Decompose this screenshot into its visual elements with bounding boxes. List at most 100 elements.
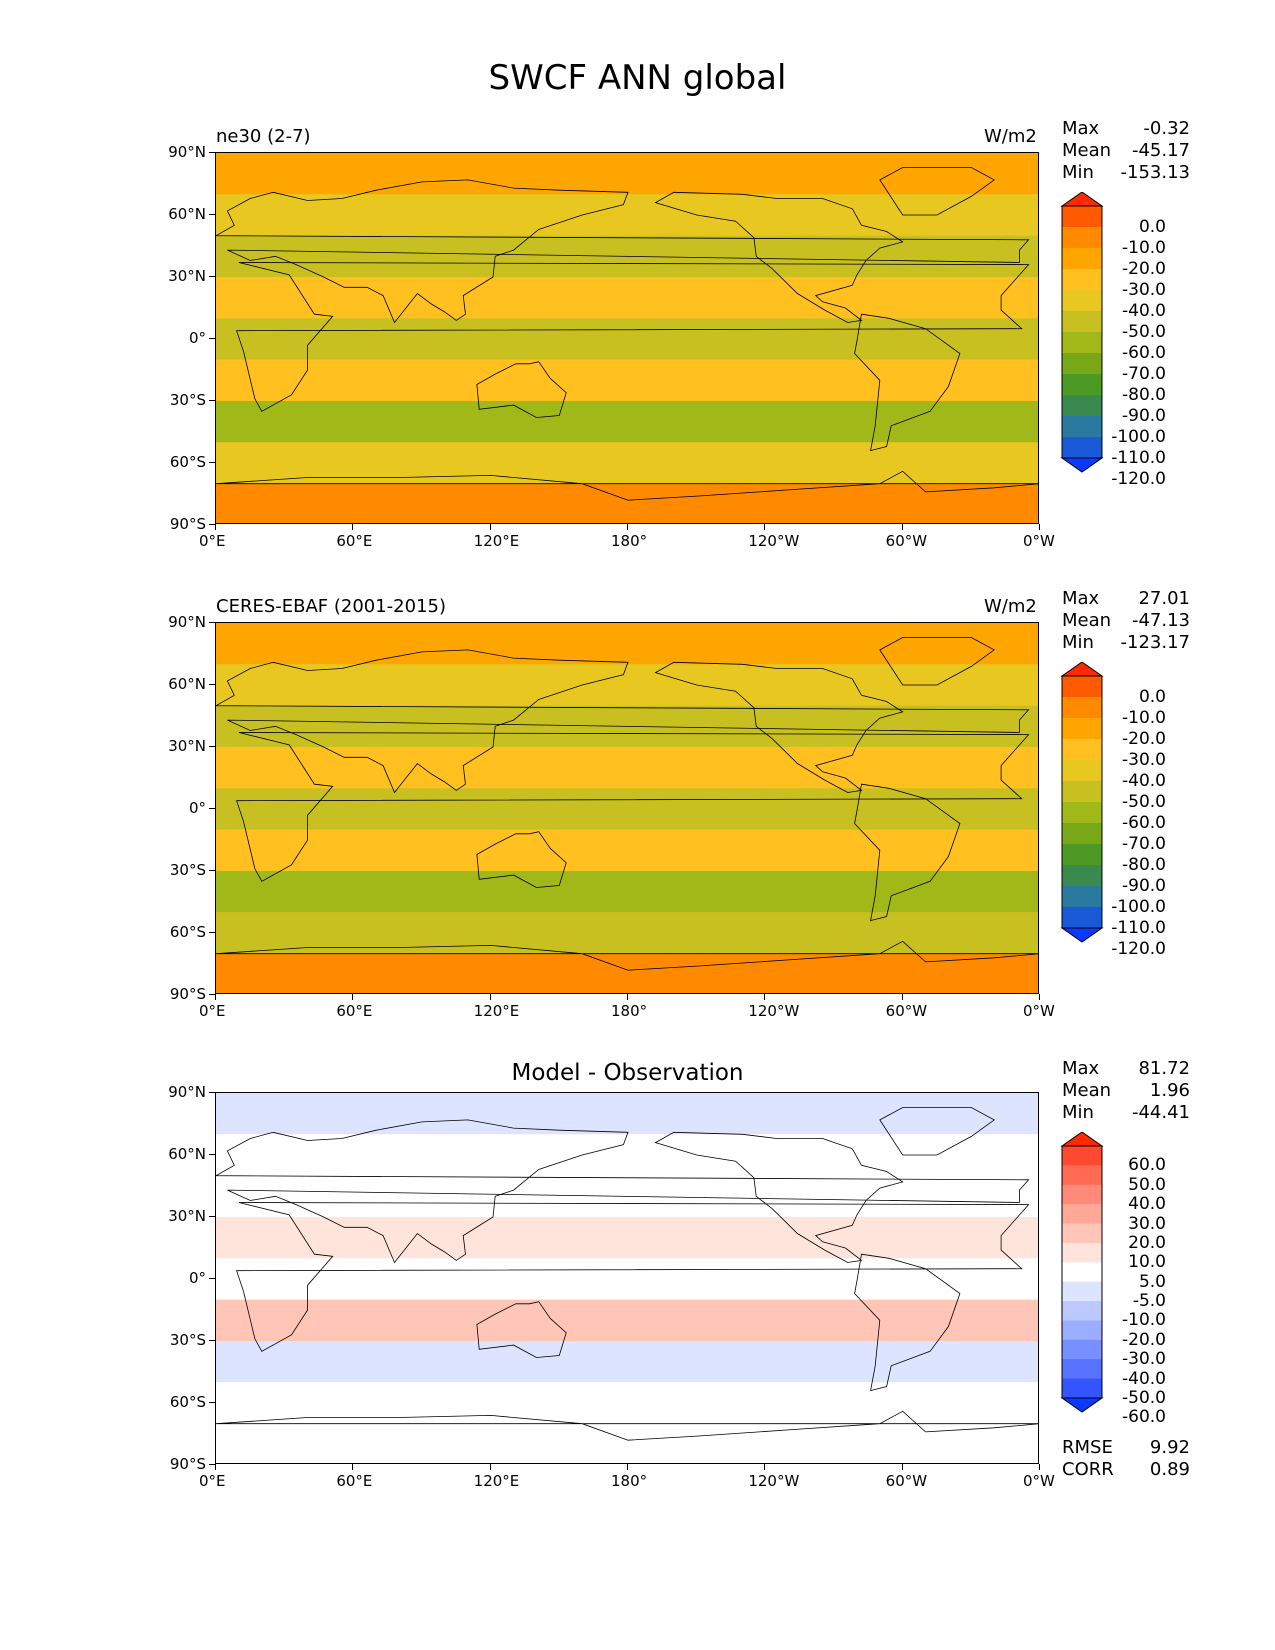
colorbar-tick-label: -50.0 (1122, 1388, 1166, 1408)
colorbar-segment (1062, 1165, 1102, 1186)
coastline-australia (476, 361, 567, 418)
zonal-band (216, 871, 1038, 913)
stat-mean-label: Mean (1062, 1080, 1112, 1101)
coastline-s-america (854, 313, 961, 452)
colorbar-segment (1062, 1320, 1102, 1341)
colorbar-tick-label: -30.0 (1122, 280, 1166, 300)
lon-tick-mark (352, 994, 354, 1000)
zonal-band (216, 359, 1038, 401)
colorbar-tick-label: -70.0 (1122, 364, 1166, 384)
colorbar-segment (1062, 416, 1102, 438)
zonal-band (216, 1299, 1038, 1341)
colorbar-tick-label: -70.0 (1122, 834, 1166, 854)
lon-tick-mark (901, 1464, 903, 1470)
coastline-eurasia (216, 649, 1030, 794)
colorbar-tick-label: -40.0 (1122, 1368, 1166, 1389)
lat-tick-label: 0° (188, 329, 206, 347)
lat-tick-mark (209, 400, 215, 401)
lon-tick-label: 0°W (1023, 1002, 1055, 1020)
map-frame (215, 152, 1039, 524)
lat-tick-mark (209, 622, 215, 623)
lon-tick-mark (1039, 994, 1040, 1000)
stat-min-label: Min (1062, 162, 1094, 183)
zonal-band (216, 1382, 1038, 1424)
colorbar-segment (1062, 227, 1102, 249)
lon-tick-mark (627, 524, 628, 530)
zonal-band (216, 912, 1038, 954)
colorbar-tick-label: 60.0 (1128, 1155, 1166, 1176)
lat-tick-mark (209, 1278, 215, 1279)
stat-max-label: Max (1062, 1058, 1100, 1079)
colorbar-tick-label: 10.0 (1128, 1252, 1166, 1273)
lon-tick-label: 120°W (748, 1002, 800, 1020)
lon-tick-label: 60°E (336, 1002, 373, 1020)
stat-min: -153.13 (1120, 162, 1190, 183)
colorbar-segment (1062, 1262, 1102, 1283)
colorbar-segment (1062, 823, 1102, 845)
lon-tick-mark (627, 994, 628, 1000)
lat-tick-mark (209, 746, 215, 747)
zonal-band (216, 953, 1038, 993)
lon-tick-label: 60°W (885, 1472, 928, 1490)
colorbar-segment (1062, 865, 1102, 887)
stat-mean: -47.13 (1131, 610, 1190, 631)
lon-tick-mark (489, 1464, 491, 1470)
colorbar-segment (1062, 760, 1102, 782)
rmse-value: 9.92 (1149, 1437, 1190, 1458)
coastline-n-america (654, 1131, 904, 1263)
zonal-band (216, 788, 1038, 830)
coastline-antarctica (216, 1410, 1038, 1441)
lat-tick-mark (209, 1092, 215, 1093)
lat-tick-mark (209, 870, 215, 871)
panel-left-title: ne30 (2-7) (216, 126, 311, 147)
lon-tick-mark (627, 1464, 628, 1470)
lat-tick-mark (209, 276, 215, 277)
lon-tick-label: 60°E (336, 1472, 373, 1490)
colorbar-tick-label: -30.0 (1122, 750, 1166, 770)
lon-tick-label: 0°E (199, 532, 226, 550)
colorbar-segment (1062, 886, 1102, 908)
lat-tick-mark (209, 1464, 215, 1465)
colorbar-segment (1062, 718, 1102, 740)
colorbar-segment (1062, 395, 1102, 417)
stat-min-label: Min (1062, 1102, 1094, 1123)
colorbar-segment (1062, 802, 1102, 824)
colorbar-segment (1062, 311, 1102, 333)
colorbar-tick-label: -50.0 (1122, 792, 1166, 812)
lon-tick-label: 120°E (473, 1472, 520, 1490)
corr-label: CORR (1062, 1459, 1114, 1480)
colorbar-segment (1062, 248, 1102, 270)
lat-tick-mark (209, 1216, 215, 1217)
colorbar-tick-label: -60.0 (1122, 343, 1166, 363)
colorbar-tick-label: 0.0 (1138, 687, 1166, 707)
colorbar-segment (1062, 1204, 1102, 1225)
zonal-band (216, 1341, 1038, 1383)
colorbar-tick-label: -20.0 (1122, 259, 1166, 279)
colorbar-extend-bottom (1060, 1397, 1104, 1413)
colorbar-segment (1062, 697, 1102, 719)
lon-tick-mark (764, 1464, 766, 1470)
colorbar-segment (1062, 1146, 1102, 1166)
lat-tick-mark (209, 808, 215, 809)
coastline-antarctica (216, 470, 1038, 501)
colorbar (1060, 192, 1104, 473)
colorbar-frame (1061, 205, 1103, 459)
lon-tick-label: 180° (611, 1472, 648, 1490)
lat-tick-label: 60°S (169, 1393, 206, 1411)
colorbar-segment (1062, 676, 1102, 698)
colorbar-extend-top (1060, 192, 1104, 207)
colorbar-segment (1062, 1242, 1102, 1263)
stat-min: -44.41 (1131, 1102, 1190, 1123)
lat-tick-label: 30°S (169, 861, 206, 879)
colorbar-tick-label: -60.0 (1122, 813, 1166, 833)
zonal-band (216, 1093, 1038, 1135)
lon-tick-mark (352, 1464, 354, 1470)
colorbar-tick-label: -90.0 (1122, 876, 1166, 896)
colorbar-tick-label: 5.0 (1138, 1271, 1166, 1292)
colorbar-segment (1062, 332, 1102, 354)
zonal-band (216, 401, 1038, 443)
lat-tick-mark (209, 214, 215, 215)
lon-tick-label: 120°W (748, 532, 800, 550)
lat-tick-mark (209, 684, 215, 685)
coastline-eurasia (216, 1119, 1030, 1264)
